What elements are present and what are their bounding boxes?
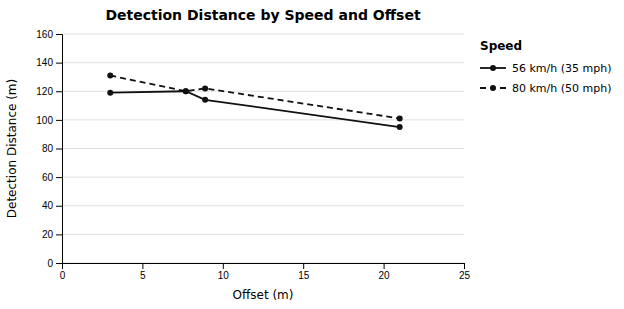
axis-line: [56, 35, 63, 264]
tick-mark: [56, 120, 62, 121]
point: [202, 85, 208, 91]
tick: 40: [42, 200, 62, 211]
legend-marker: [490, 85, 496, 91]
series-line: [110, 76, 399, 119]
x-axis: 0 5 10 15 20 25: [60, 263, 471, 281]
series-group: [107, 73, 402, 131]
tick: 25: [459, 263, 471, 281]
tick-mark: [464, 263, 465, 269]
tick-label: 0: [60, 270, 66, 281]
y-axis-label: Detection Distance (m): [5, 79, 19, 218]
tick: 120: [36, 86, 62, 97]
point: [397, 115, 403, 121]
point: [397, 124, 403, 130]
tick-label: 60: [42, 172, 54, 183]
axis-line: [63, 264, 465, 270]
tick-mark: [56, 206, 62, 207]
tick: 60: [42, 172, 62, 183]
chart: 0 5 10 15 20 25 0 20 40 60 80 100 120 140 160 Detection…: [0, 0, 624, 309]
point: [107, 73, 113, 79]
tick-mark: [223, 263, 224, 269]
tick: 140: [36, 57, 62, 68]
point: [183, 88, 189, 94]
tick-mark: [56, 63, 62, 64]
tick-label: 40: [42, 200, 54, 211]
tick: 80: [42, 143, 62, 154]
series-line: [110, 91, 399, 127]
tick-mark: [303, 263, 304, 269]
tick-label: 120: [36, 86, 53, 97]
tick: 20: [379, 263, 391, 281]
grid-line: [62, 205, 464, 206]
tick-label: 80: [42, 143, 54, 154]
point: [202, 97, 208, 103]
tick-label: 160: [36, 29, 53, 40]
x-axis-label: Offset (m): [233, 288, 294, 302]
plot-area: 0 5 10 15 20 25 0 20 40 60 80 100 120 140 160: [36, 29, 470, 281]
tick-mark: [56, 91, 62, 92]
title: Detection Distance by Speed and Offset: [105, 7, 420, 23]
tick-label: 100: [36, 115, 53, 126]
legend-item: 56 km/h (35 mph): [480, 62, 612, 75]
point: [183, 88, 189, 94]
tick: 15: [298, 263, 310, 281]
legend-marker: [490, 65, 496, 71]
legend-label: 56 km/h (35 mph): [512, 62, 612, 75]
tick-mark: [56, 234, 62, 235]
tick: 20: [42, 229, 62, 240]
tick: 0: [60, 263, 66, 281]
grid-line: [62, 148, 464, 149]
grid-line: [62, 62, 464, 63]
tick: 100: [36, 115, 62, 126]
tick-label: 10: [218, 270, 230, 281]
tick-mark: [56, 149, 62, 150]
legend: Speed 56 km/h (35 mph) 80 km/h (50 mph): [480, 39, 612, 95]
tick: 160: [36, 29, 62, 40]
tick-mark: [142, 263, 143, 269]
tick-label: 140: [36, 57, 53, 68]
y-axis: 0 20 40 60 80 100 120 140 160: [36, 29, 62, 269]
grid: [62, 34, 464, 263]
tick-label: 5: [140, 270, 146, 281]
grid-line: [62, 177, 464, 178]
tick-label: 25: [459, 270, 471, 281]
tick-mark: [56, 34, 62, 35]
tick: 0: [47, 258, 62, 269]
tick-mark: [56, 177, 62, 178]
legend-label: 80 km/h (50 mph): [512, 82, 612, 95]
tick-label: 20: [379, 270, 391, 281]
tick-mark: [56, 263, 62, 264]
legend-title: Speed: [480, 39, 522, 53]
tick: 10: [218, 263, 230, 281]
grid-line: [62, 34, 464, 35]
point: [107, 90, 113, 96]
tick-label: 0: [47, 258, 53, 269]
tick-label: 20: [42, 229, 54, 240]
grid-line: [62, 234, 464, 235]
tick: 5: [140, 263, 146, 281]
legend-item: 80 km/h (50 mph): [480, 82, 612, 95]
tick-mark: [384, 263, 385, 269]
grid-line: [62, 119, 464, 120]
tick-label: 15: [298, 270, 310, 281]
